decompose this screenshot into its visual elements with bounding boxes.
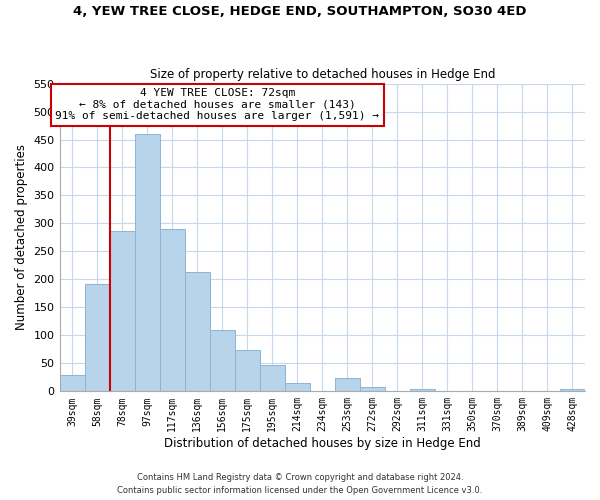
Bar (260, 365, 285, 392)
X-axis label: Distribution of detached houses by size in Hedge End: Distribution of detached houses by size … (164, 437, 481, 450)
Bar (235, 350, 260, 392)
Text: 4, YEW TREE CLOSE, HEDGE END, SOUTHAMPTON, SO30 4ED: 4, YEW TREE CLOSE, HEDGE END, SOUTHAMPTO… (73, 5, 527, 18)
Bar (85, 284, 110, 392)
Text: 4 YEW TREE CLOSE: 72sqm
← 8% of detached houses are smaller (143)
91% of semi-de: 4 YEW TREE CLOSE: 72sqm ← 8% of detached… (55, 88, 379, 122)
Bar (59, 374, 85, 392)
Bar (185, 272, 209, 392)
Bar (110, 230, 134, 392)
Title: Size of property relative to detached houses in Hedge End: Size of property relative to detached ho… (149, 68, 495, 81)
Bar (335, 378, 360, 392)
Y-axis label: Number of detached properties: Number of detached properties (15, 144, 28, 330)
Bar (209, 330, 235, 392)
Bar (285, 384, 310, 392)
Bar (160, 229, 185, 392)
Bar (410, 388, 435, 392)
Bar (360, 387, 385, 392)
Bar (134, 134, 160, 392)
Bar (560, 389, 585, 392)
Text: Contains HM Land Registry data © Crown copyright and database right 2024.
Contai: Contains HM Land Registry data © Crown c… (118, 474, 482, 495)
